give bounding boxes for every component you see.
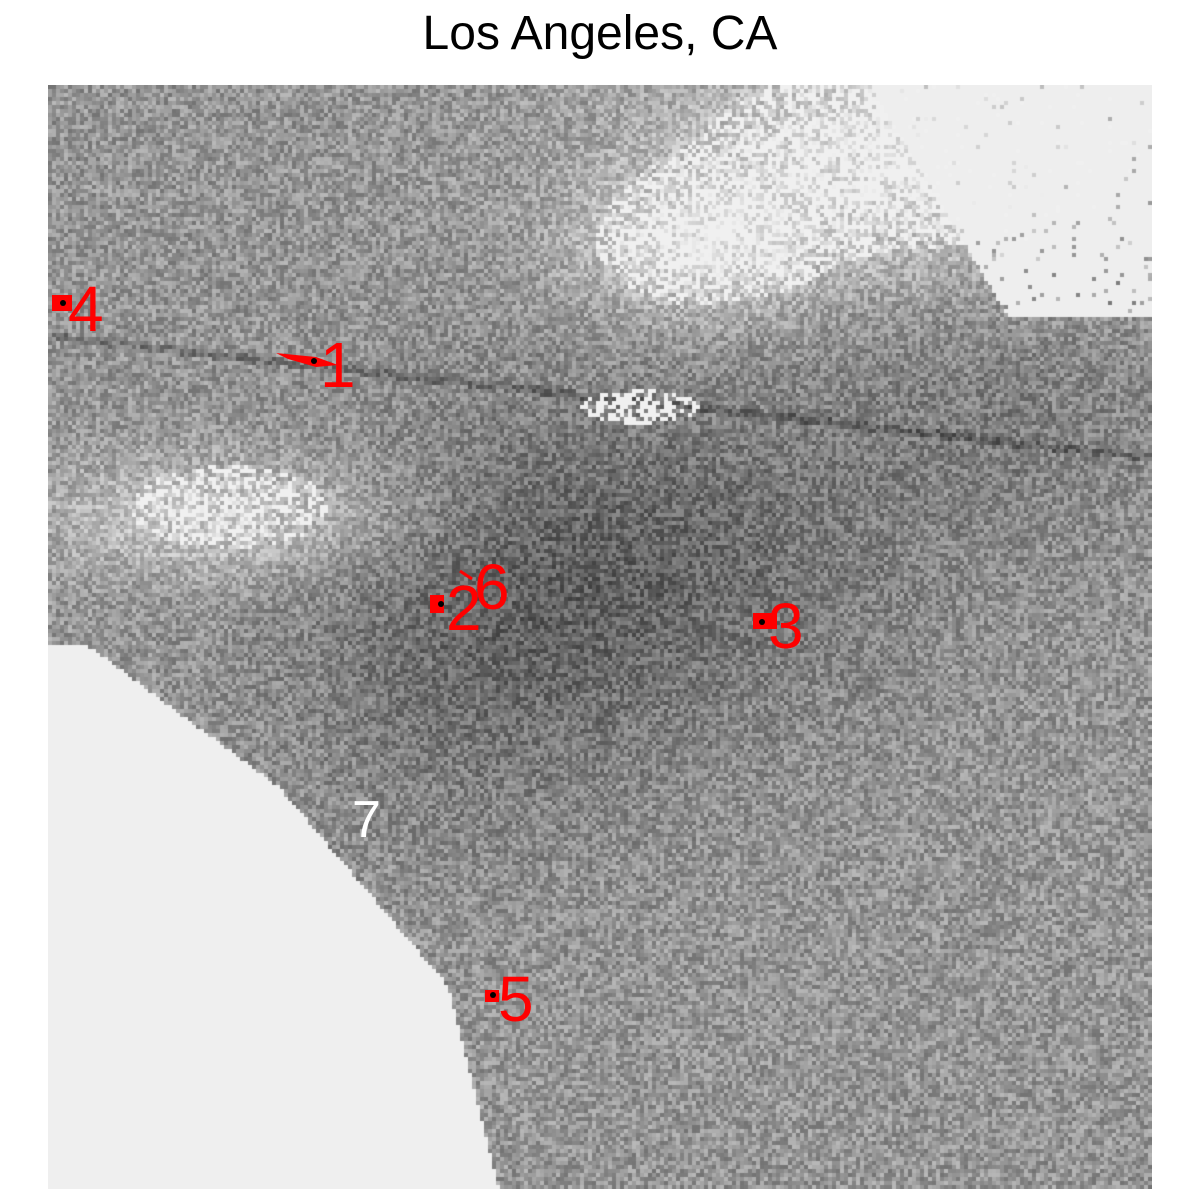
- site-overlay: 1 2 3 4 5 6: [52, 273, 804, 1035]
- site-1-label: 1: [320, 329, 356, 401]
- site-2-label: 2: [446, 572, 482, 644]
- site-2: 2: [430, 572, 482, 644]
- site-1-footprint: [276, 353, 338, 367]
- site-5-point: [490, 992, 496, 998]
- map-title: Los Angeles, CA: [422, 7, 778, 60]
- site-4: 4: [52, 273, 104, 345]
- site-3-point: [759, 619, 765, 625]
- site-7: 7: [352, 791, 381, 849]
- density-raster: [48, 85, 1152, 1189]
- site-6: 6: [459, 551, 510, 623]
- site-2-footprint: [430, 595, 444, 613]
- site-4-label: 4: [68, 273, 104, 345]
- site-3: 3: [753, 590, 804, 662]
- site-7-label: 7: [352, 791, 381, 849]
- site-3-footprint: [753, 613, 777, 629]
- site-1: 1: [276, 329, 356, 401]
- site-6-tick: [459, 569, 473, 581]
- site-3-label: 3: [768, 590, 804, 662]
- site-4-point: [60, 300, 66, 306]
- site-5-label: 5: [498, 963, 534, 1035]
- density-map: 1 2 3 4 5 6: [48, 85, 1152, 1189]
- site-6-label: 6: [474, 551, 510, 623]
- site-2-point: [438, 601, 444, 607]
- site-5: 5: [485, 963, 534, 1035]
- site-1-point: [311, 358, 317, 364]
